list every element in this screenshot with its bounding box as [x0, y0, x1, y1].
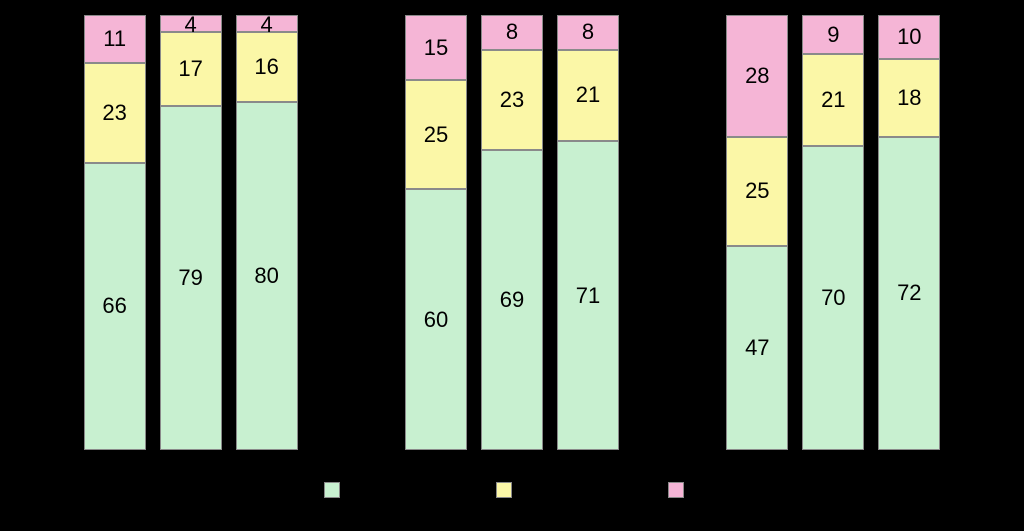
stacked-bar: 4 17 79 — [160, 15, 222, 450]
chart-legend — [0, 460, 1024, 520]
bar-segment-s1: 71 — [557, 141, 619, 450]
stacked-bar: 11 23 66 — [84, 15, 146, 450]
segment-value-label: 10 — [897, 24, 921, 50]
segment-value-label: 23 — [102, 100, 126, 126]
bar-segment-s2: 16 — [236, 32, 298, 102]
bar-segment-s1: 70 — [802, 146, 864, 451]
stacked-bar: 8 21 71 — [557, 15, 619, 450]
legend-swatch — [668, 482, 684, 498]
bar-segment-s2: 23 — [481, 50, 543, 150]
segment-value-label: 47 — [745, 335, 769, 361]
segment-value-label: 79 — [178, 265, 202, 291]
segment-value-label: 70 — [821, 285, 845, 311]
segment-value-label: 9 — [827, 22, 839, 48]
bar-segment-s3: 8 — [557, 15, 619, 50]
segment-value-label: 15 — [424, 35, 448, 61]
chart-area: 1123664177941680152560823698217128254792… — [0, 0, 1024, 460]
segment-value-label: 18 — [897, 85, 921, 111]
legend-swatch — [496, 482, 512, 498]
stacked-bar: 15 25 60 — [405, 15, 467, 450]
segment-value-label: 16 — [254, 54, 278, 80]
stacked-bar: 4 16 80 — [236, 15, 298, 450]
segment-value-label: 28 — [745, 63, 769, 89]
bar-group: 15 25 60 8 23 69 8 21 71 — [405, 15, 619, 450]
stacked-bar: 28 25 47 — [726, 15, 788, 450]
bar-segment-s3: 28 — [726, 15, 788, 137]
segment-value-label: 72 — [897, 280, 921, 306]
segment-value-label: 25 — [745, 178, 769, 204]
stacked-bar: 8 23 69 — [481, 15, 543, 450]
bar-segment-s2: 25 — [726, 137, 788, 246]
bar-segment-s1: 69 — [481, 150, 543, 450]
stacked-bar: 9 21 70 — [802, 15, 864, 450]
segment-value-label: 4 — [185, 12, 197, 38]
bar-segment-s3: 10 — [878, 15, 940, 59]
bar-segment-s2: 21 — [557, 50, 619, 141]
bar-segment-s3: 4 — [236, 15, 298, 32]
bar-segment-s3: 4 — [160, 15, 222, 32]
segment-value-label: 8 — [582, 19, 594, 45]
segment-value-label: 23 — [500, 87, 524, 113]
stacked-bar: 10 18 72 — [878, 15, 940, 450]
bar-segment-s1: 79 — [160, 106, 222, 450]
segment-value-label: 25 — [424, 122, 448, 148]
bar-segment-s2: 21 — [802, 54, 864, 145]
segment-value-label: 8 — [506, 19, 518, 45]
bar-segment-s3: 9 — [802, 15, 864, 54]
bar-segment-s1: 80 — [236, 102, 298, 450]
segment-value-label: 71 — [576, 283, 600, 309]
bar-segment-s2: 23 — [84, 63, 146, 163]
bar-segment-s1: 66 — [84, 163, 146, 450]
legend-item — [324, 482, 356, 498]
bar-group: 11 23 66 4 17 79 4 16 80 — [84, 15, 298, 450]
bar-segment-s2: 18 — [878, 59, 940, 137]
segment-value-label: 4 — [261, 12, 273, 38]
bar-segment-s3: 15 — [405, 15, 467, 80]
bar-segment-s3: 11 — [84, 15, 146, 63]
bar-segment-s1: 47 — [726, 246, 788, 450]
legend-swatch — [324, 482, 340, 498]
segment-value-label: 69 — [500, 287, 524, 313]
legend-item — [668, 482, 700, 498]
segment-value-label: 17 — [178, 56, 202, 82]
segment-value-label: 66 — [102, 293, 126, 319]
legend-item — [496, 482, 528, 498]
segment-value-label: 21 — [576, 82, 600, 108]
bar-segment-s1: 72 — [878, 137, 940, 450]
bar-segment-s2: 25 — [405, 80, 467, 189]
segment-value-label: 60 — [424, 307, 448, 333]
bar-segment-s2: 17 — [160, 32, 222, 106]
segment-value-label: 11 — [103, 26, 126, 52]
chart-groups: 1123664177941680152560823698217128254792… — [0, 10, 1024, 450]
bar-segment-s1: 60 — [405, 189, 467, 450]
bar-group: 28 25 47 9 21 70 10 18 72 — [726, 15, 940, 450]
segment-value-label: 21 — [821, 87, 845, 113]
segment-value-label: 80 — [254, 263, 278, 289]
bar-segment-s3: 8 — [481, 15, 543, 50]
